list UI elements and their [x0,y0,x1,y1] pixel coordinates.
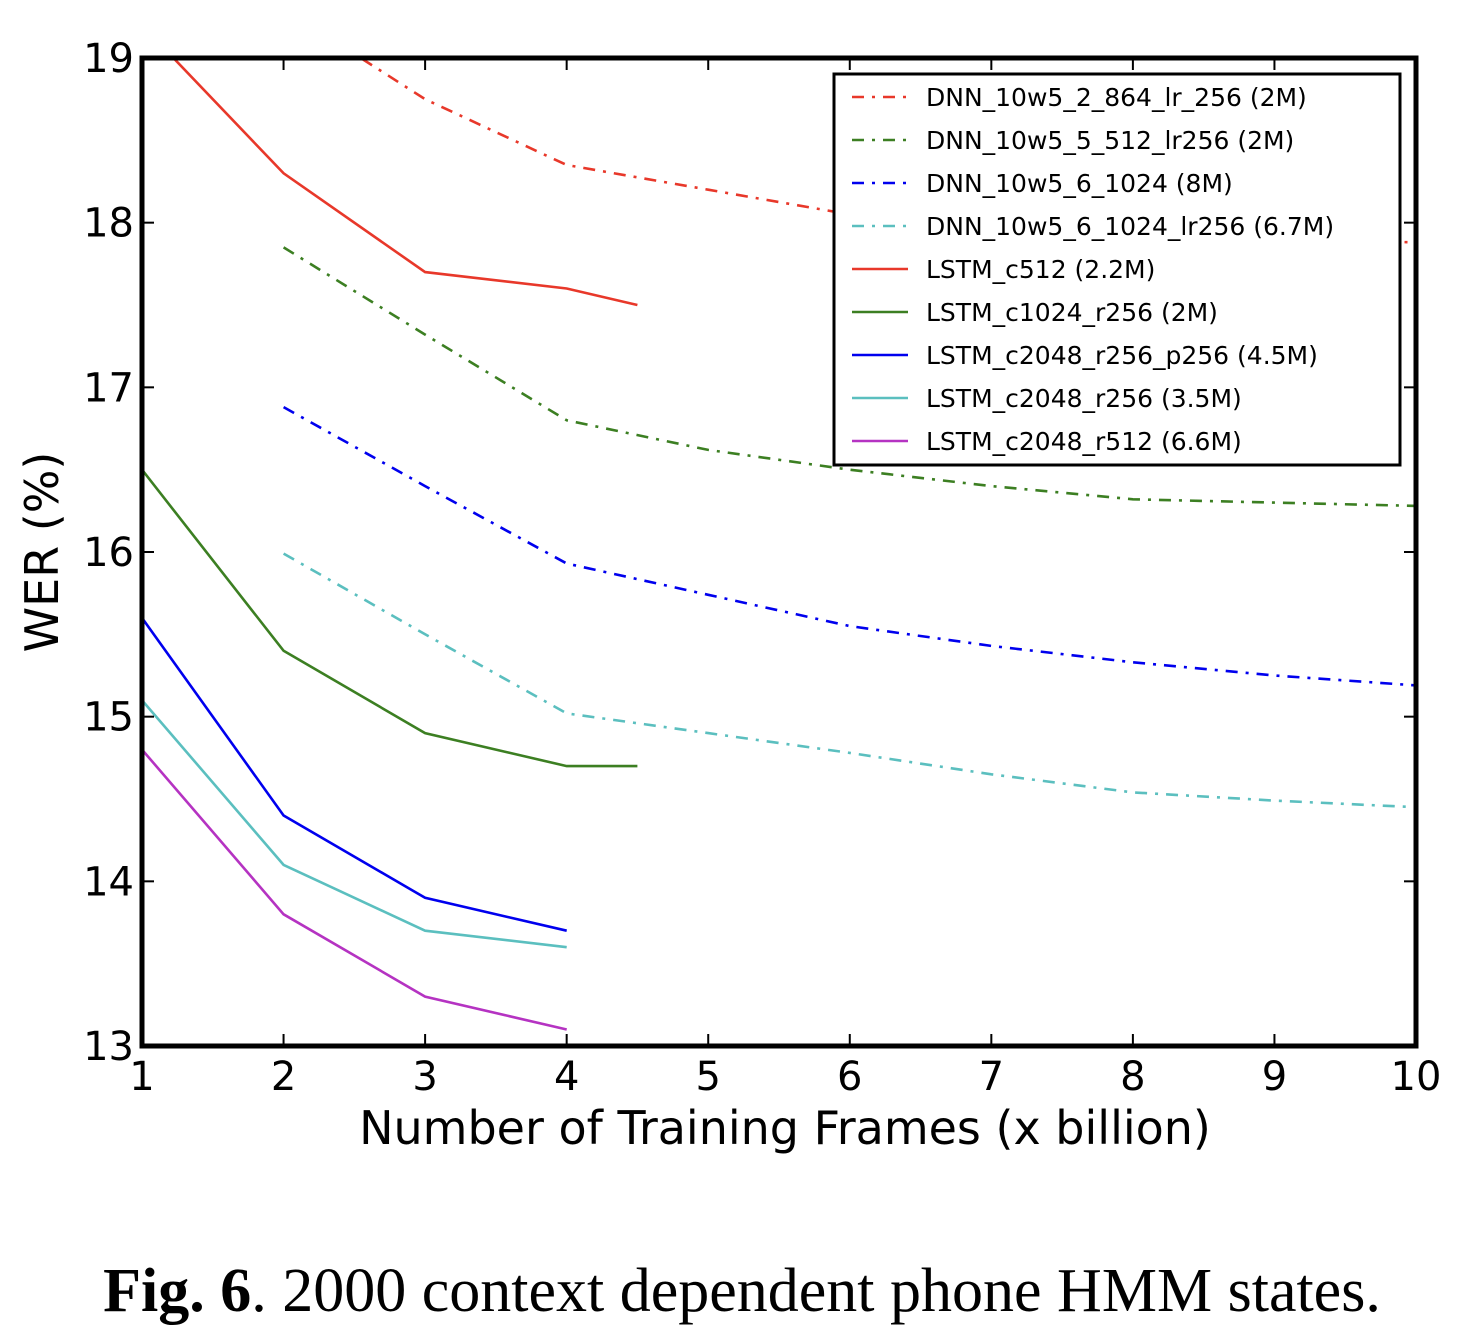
legend-label: LSTM_c2048_r256_p256 (4.5M) [926,341,1318,370]
series-line-4 [282,552,1416,809]
legend-label: LSTM_c2048_r256 (3.5M) [926,384,1242,413]
x-tick-label: 5 [695,1054,720,1100]
x-tick-label: 9 [1262,1054,1287,1100]
figure-label: Fig. 6 [103,1257,252,1325]
series-line-8 [142,699,567,949]
series-line-9 [142,748,567,1031]
y-tick-label: 16 [83,530,134,576]
series-line-2 [282,246,1416,508]
y-tick-label: 14 [83,859,134,905]
legend-label: LSTM_c2048_r512 (6.6M) [926,427,1242,456]
legend: DNN_10w5_2_864_lr_256 (2M) DNN_10w5_5_512… [832,72,1402,467]
legend-label: DNN_10w5_6_1024_lr256 (6.7M) [926,212,1334,241]
x-tick-label: 7 [979,1054,1004,1100]
figure-caption: Fig. 6. 2000 context dependent phone HMM… [0,1256,1484,1327]
x-tick-label: 8 [1120,1054,1145,1100]
series-line-7 [142,617,567,932]
y-tick-label: 17 [83,365,134,411]
x-tick-label: 2 [271,1054,296,1100]
legend-label: DNN_10w5_2_864_lr_256 (2M) [926,83,1307,112]
series-line-5 [171,58,638,307]
x-axis-label: Number of Training Frames (x billion) [359,1101,1211,1155]
y-tick-label: 13 [83,1024,134,1070]
legend-label: LSTM_c1024_r256 (2M) [926,298,1218,327]
legend-label: DNN_10w5_6_1024 (8M) [926,169,1233,198]
y-tick-label: 18 [83,201,134,247]
y-tick-label: 15 [83,695,134,741]
y-axis-label: WER (%) [15,452,69,653]
x-tick-label: 1 [129,1054,154,1100]
legend-label: LSTM_c512 (2.2M) [926,255,1155,284]
y-tick-label: 19 [83,36,134,82]
x-tick-label: 4 [554,1054,579,1100]
x-tick-label: 3 [412,1054,437,1100]
series-line-3 [282,405,1416,687]
caption-text: . 2000 context dependent phone HMM state… [251,1257,1381,1325]
x-tick-label: 6 [837,1054,862,1100]
legend-label: DNN_10w5_5_512_lr256 (2M) [926,126,1294,155]
legend-box [832,72,1402,467]
series-line-6 [142,468,638,768]
ticks-layer: 1 2 3 4 5 6 7 8 9 10 13 14 15 16 17 18 19 [83,36,1441,1100]
x-tick-label: 10 [1391,1054,1442,1100]
